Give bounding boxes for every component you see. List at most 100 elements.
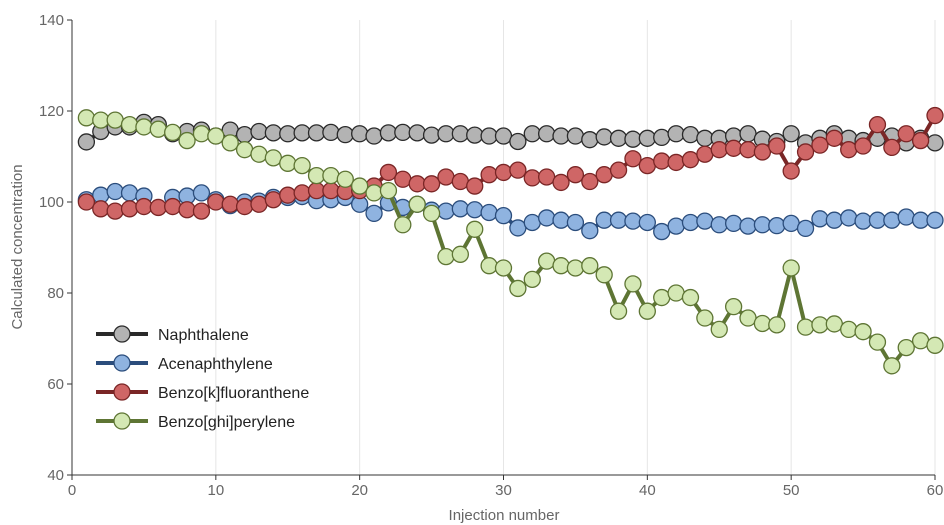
data-point [609, 302, 628, 320]
data-point [466, 177, 484, 195]
data-point [782, 125, 800, 143]
legend-item: Benzo[k]fluoranthene [96, 383, 309, 402]
data-point [494, 163, 513, 182]
x-tick-label: 30 [495, 482, 512, 499]
data-point [279, 125, 297, 143]
data-point [250, 145, 268, 163]
data-point [739, 125, 757, 143]
data-point [581, 257, 599, 275]
data-point [825, 129, 843, 147]
data-point [538, 252, 556, 270]
data-point [164, 197, 182, 216]
data-point [293, 124, 311, 142]
legend-marker [113, 383, 131, 401]
data-point [394, 216, 412, 234]
x-tick-label: 10 [207, 482, 224, 499]
data-point [653, 152, 671, 170]
data-point [609, 161, 628, 179]
data-point [638, 302, 656, 320]
data-point [494, 127, 513, 145]
legend-item: Acenaphthylene [96, 354, 273, 373]
data-point [351, 177, 369, 195]
data-point [106, 182, 124, 201]
data-point [264, 149, 283, 167]
x-tick-label: 20 [351, 482, 368, 499]
data-point [552, 257, 570, 275]
series-3 [77, 109, 944, 375]
data-point [595, 211, 613, 229]
data-point [696, 145, 714, 163]
data-point [106, 111, 124, 129]
data-point [164, 123, 182, 142]
data-point [840, 209, 858, 227]
legend-item: Benzo[ghi]perylene [96, 412, 295, 431]
data-point [509, 161, 527, 179]
data-point [911, 332, 930, 350]
data-point [753, 314, 772, 333]
data-point [595, 128, 613, 146]
data-point [710, 141, 728, 159]
data-point [494, 206, 513, 225]
data-point [451, 245, 470, 263]
data-point [120, 200, 139, 218]
data-point [509, 219, 527, 237]
data-point [624, 130, 642, 148]
data-point [422, 175, 441, 193]
data-point [466, 201, 484, 219]
data-point [883, 138, 901, 157]
axes [67, 19, 936, 480]
data-point [538, 209, 556, 227]
data-point [235, 141, 254, 159]
data-point [149, 120, 167, 138]
data-point [811, 136, 829, 154]
data-point [782, 162, 800, 180]
data-point [322, 166, 340, 185]
legend-label: Benzo[ghi]perylene [158, 414, 295, 431]
data-point [552, 211, 570, 229]
data-point [681, 213, 700, 232]
data-point [523, 213, 541, 232]
data-point [796, 318, 815, 336]
data-point [523, 270, 541, 289]
data-point [135, 118, 153, 136]
data-point [854, 212, 872, 230]
data-point [120, 116, 139, 134]
data-point [480, 127, 498, 145]
data-point [538, 125, 556, 143]
data-point [667, 284, 685, 302]
data-point [307, 166, 326, 185]
data-point [307, 181, 326, 200]
data-point [264, 191, 283, 209]
data-point [624, 275, 642, 293]
data-point [365, 184, 383, 202]
data-point [379, 124, 398, 142]
data-point [840, 141, 858, 159]
data-point [624, 212, 642, 230]
data-point [566, 213, 585, 232]
data-point [192, 202, 211, 220]
data-point [854, 323, 872, 341]
data-point [667, 125, 685, 143]
data-point [451, 200, 470, 218]
legend-marker [113, 325, 131, 343]
data-point [279, 154, 297, 172]
series-2 [77, 106, 944, 220]
data-point [681, 151, 700, 169]
data-point [653, 128, 671, 147]
data-point [595, 166, 613, 184]
data-point [351, 125, 369, 143]
data-point [796, 219, 815, 238]
data-point [207, 193, 225, 211]
y-tick-label: 40 [47, 467, 64, 484]
data-point [566, 166, 585, 184]
data-point [394, 170, 412, 188]
tick-labels: 0 10 20 30 40 50 60 40 60 80 100 120 140 [39, 12, 943, 499]
y-tick-label: 140 [39, 12, 64, 29]
data-point [595, 266, 613, 284]
data-point [926, 336, 944, 354]
data-point [624, 150, 642, 168]
data-point [437, 125, 455, 143]
data-point [581, 172, 599, 191]
legend-label: Naphthalene [158, 327, 249, 344]
